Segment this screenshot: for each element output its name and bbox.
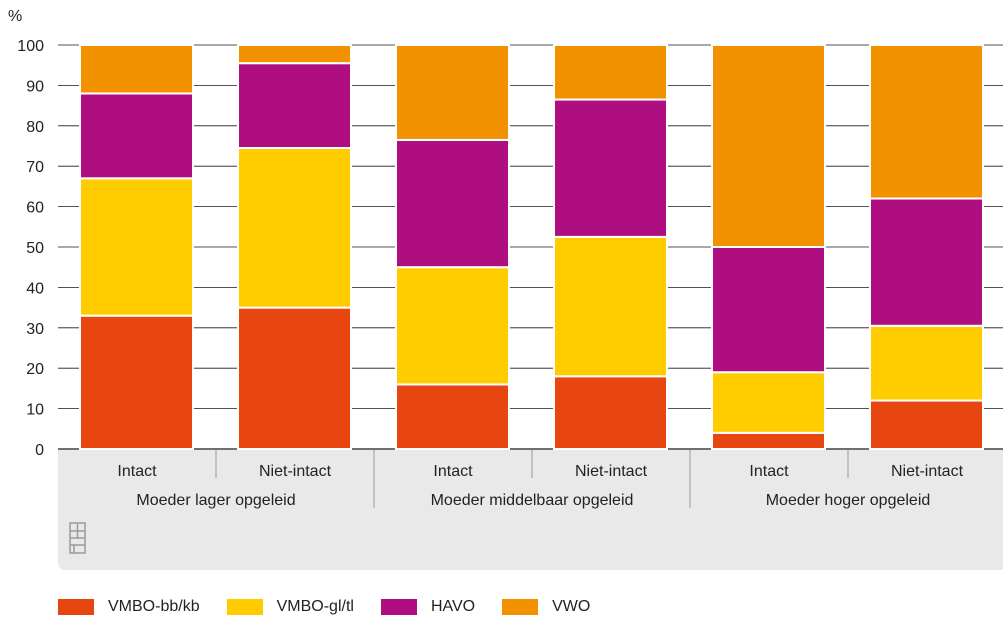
legend-swatch (58, 599, 94, 615)
y-tick-label: 0 (35, 442, 44, 459)
legend-swatch (380, 599, 417, 615)
legend-label: VMBO-bb/kb (108, 598, 200, 615)
bar-segment-havo (395, 138, 510, 269)
bar-segment-vwo (553, 44, 668, 101)
bar-segment-vwo (237, 44, 352, 65)
category-band: Intact Niet-intact Intact Niet-intact Intact… (58, 450, 1003, 570)
legend-swatch (502, 599, 539, 615)
bars (79, 44, 984, 450)
bar-segment-vwo (395, 44, 510, 141)
x-tick-label: Niet-intact (259, 463, 332, 480)
y-tick-label: 90 (26, 78, 44, 95)
x-tick-label: Niet-intact (891, 463, 964, 480)
bar-segment-vmbo-gl-tl (711, 371, 826, 434)
y-axis-label: % (8, 8, 22, 25)
y-tick-label: 20 (26, 361, 44, 378)
group-label: Moeder lager opgeleid (136, 492, 295, 509)
bar-segment-vmbo-gl-tl (79, 177, 194, 317)
legend-item: VMBO-gl/tl (226, 598, 354, 616)
bar-segment-havo (553, 98, 668, 238)
bar-segment-vmbo-bb-kb (395, 383, 510, 450)
bar-segment-vmbo-bb-kb (711, 431, 826, 450)
x-tick-label: Intact (117, 463, 157, 480)
y-tick-label: 50 (26, 240, 44, 257)
cbs-logo-icon (69, 522, 86, 554)
bar-segment-havo (711, 246, 826, 374)
y-tick-label: 40 (26, 280, 44, 297)
bar-segment-vmbo-gl-tl (869, 324, 984, 402)
legend-item: VMBO-bb/kb (58, 598, 200, 616)
y-tick-label: 10 (26, 402, 44, 419)
x-tick-label: Intact (433, 463, 473, 480)
x-tick-label: Niet-intact (575, 463, 648, 480)
legend-label: HAVO (430, 598, 476, 615)
bar-segment-vmbo-bb-kb (869, 399, 984, 450)
y-tick-labels: 0 10 20 30 40 50 60 70 80 90 100 (17, 38, 44, 459)
y-tick-label: 60 (26, 200, 44, 217)
legend-item: VWO (502, 598, 590, 616)
legend-label: VMBO-gl/tl (276, 598, 354, 615)
y-tick-label: 70 (26, 159, 44, 176)
legend: VMBO-bb/kb VMBO-gl/tl HAVO VWO (58, 598, 617, 616)
bar-segment-vmbo-bb-kb (79, 314, 194, 450)
y-tick-label: 100 (17, 38, 44, 55)
bar-segment-vwo (711, 44, 826, 248)
legend-label: VWO (552, 598, 591, 615)
legend-item: HAVO (380, 598, 476, 616)
x-tick-label: Intact (749, 463, 789, 480)
category-band-background (58, 450, 1003, 570)
bar-segment-vmbo-gl-tl (553, 235, 668, 378)
group-label: Moeder hoger opgeleid (766, 492, 931, 509)
bar-segment-havo (237, 62, 352, 150)
y-tick-label: 30 (26, 321, 44, 338)
bar-segment-vmbo-gl-tl (237, 147, 352, 309)
gridlines (58, 44, 1003, 450)
bar-segment-havo (79, 92, 194, 180)
bar-segment-vwo (79, 44, 194, 95)
bar-segment-vmbo-gl-tl (395, 266, 510, 386)
bar-segment-vmbo-bb-kb (237, 306, 352, 450)
y-tick-label: 80 (26, 119, 44, 136)
group-label: Moeder middelbaar opgeleid (431, 492, 634, 509)
bar-segment-vwo (869, 44, 984, 200)
bar-segment-havo (869, 197, 984, 327)
bar-segment-vmbo-bb-kb (553, 375, 668, 450)
legend-swatch (226, 599, 263, 615)
